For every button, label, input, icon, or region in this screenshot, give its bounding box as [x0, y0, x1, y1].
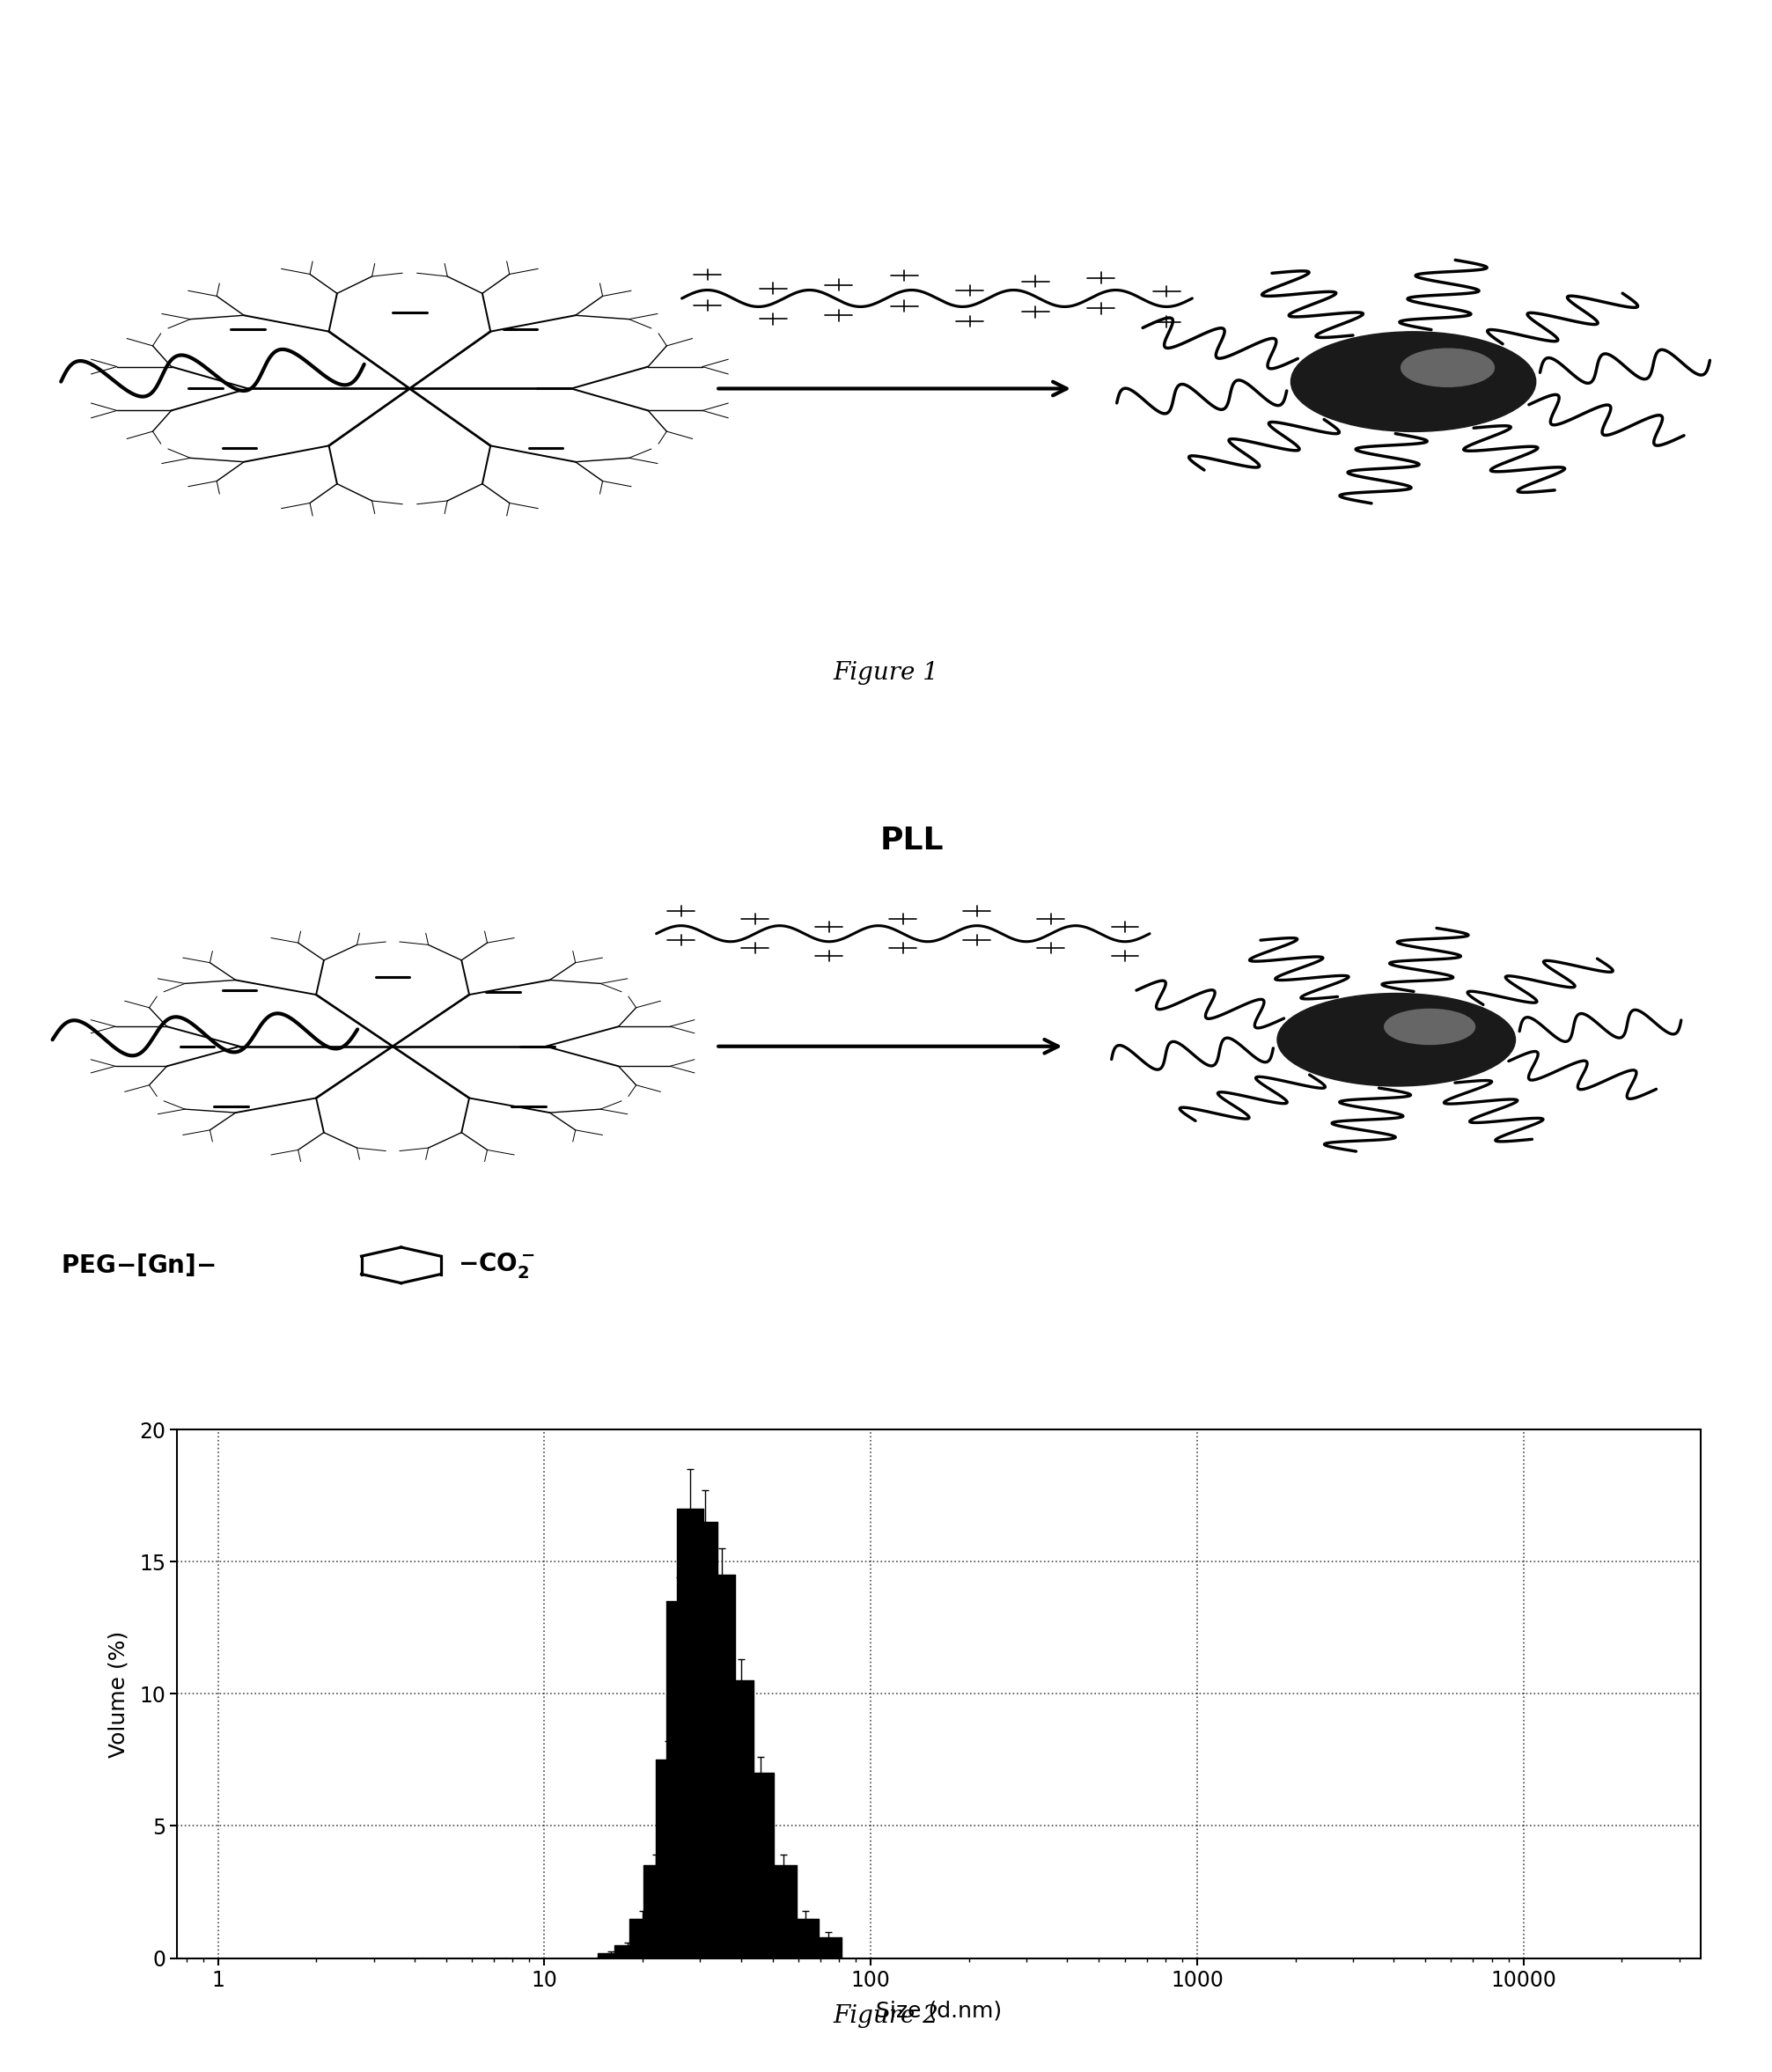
- X-axis label: Size (d.nm): Size (d.nm): [875, 2002, 1003, 2022]
- Text: Figure 2: Figure 2: [833, 2004, 939, 2028]
- Text: PLL: PLL: [879, 827, 943, 856]
- Circle shape: [1384, 1009, 1474, 1044]
- Circle shape: [1290, 332, 1536, 431]
- Text: $\mathbf{{-}CO_2^-}$: $\mathbf{{-}CO_2^-}$: [457, 1251, 535, 1280]
- Text: Figure 1: Figure 1: [833, 661, 939, 686]
- Circle shape: [1278, 992, 1515, 1086]
- Circle shape: [1402, 348, 1494, 387]
- Text: $\mathbf{PEG{-}[Gn]{-}}$: $\mathbf{PEG{-}[Gn]{-}}$: [60, 1251, 216, 1278]
- Y-axis label: Volume (%): Volume (%): [108, 1631, 129, 1757]
